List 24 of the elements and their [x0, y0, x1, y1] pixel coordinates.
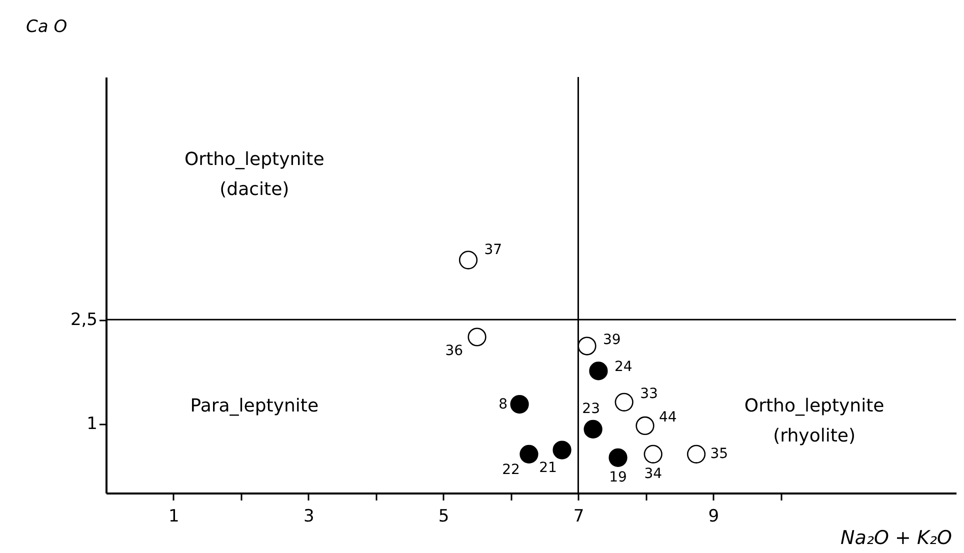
annotation: 44: [659, 410, 677, 426]
annotation: 19: [609, 470, 627, 486]
annotation: 21: [539, 460, 557, 476]
annotation: Ortho_leptynite (rhyolite): [744, 395, 884, 446]
y-tick-label: 2,5: [70, 310, 98, 330]
annotation: 34: [644, 466, 662, 482]
annotation: Ortho_leptynite (dacite): [184, 149, 324, 200]
annotation: 24: [614, 358, 632, 375]
annotation: 23: [582, 401, 600, 418]
x-tick-label: 5: [438, 506, 450, 526]
x-tick-label: 7: [573, 506, 584, 526]
annotation: 22: [502, 462, 520, 478]
annotation: 36: [445, 343, 464, 359]
annotation: 33: [640, 386, 658, 402]
annotation: 39: [602, 332, 621, 348]
annotation: Para_leptynite: [190, 395, 319, 416]
annotation: 35: [710, 446, 728, 462]
x-tick-label: 1: [168, 506, 180, 526]
y-axis-title: Ca O: [26, 17, 68, 37]
x-tick-label: 3: [303, 506, 314, 526]
x-axis-title: Na₂O + K₂O: [840, 527, 952, 549]
annotation: 37: [484, 242, 502, 258]
x-tick-label: 9: [708, 506, 720, 526]
annotation: 8: [498, 396, 508, 412]
